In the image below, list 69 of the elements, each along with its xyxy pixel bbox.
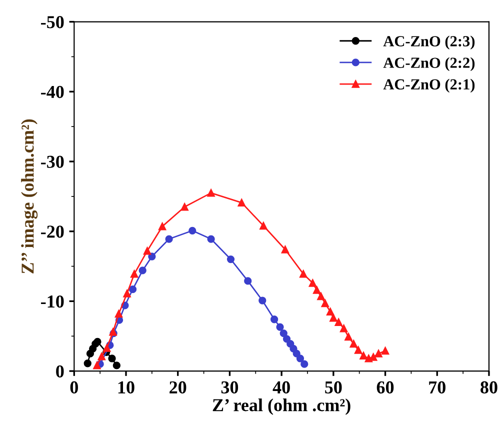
point [326,308,334,316]
point [344,333,352,341]
point [300,270,308,278]
point [226,255,235,264]
point [374,350,382,358]
legend-label: AC-ZnO (2:3) [383,36,475,50]
point [138,266,146,274]
point [188,226,196,234]
legend-label: AC-ZnO (2:2) [383,57,475,72]
point [143,247,152,255]
point [102,344,111,352]
point [207,189,215,197]
point [296,354,304,362]
point [258,296,266,304]
legend-label: AC-ZnO (2:1) [383,78,475,93]
point [350,340,358,348]
point [381,346,390,355]
point [282,335,291,343]
point [128,286,137,294]
point [260,222,268,230]
point [123,290,131,298]
point [270,316,278,324]
x-tick-label: 70 [429,381,446,394]
x-tick-label: 10 [118,381,134,394]
point [300,360,308,368]
point [165,235,173,243]
x-tick-label: 40 [272,381,290,394]
y-tick-label: 0 [56,365,64,378]
point [130,270,138,278]
point [238,198,246,207]
point [84,360,92,368]
point [370,353,378,361]
point [244,277,252,285]
point [148,252,156,260]
point [308,279,316,287]
point [276,323,284,331]
x-axis-title: Z’ real (ohm .cm²) [212,398,350,415]
point [354,346,362,354]
point [114,310,123,318]
point [207,235,215,243]
point [340,324,348,332]
point [313,286,321,294]
point [93,362,101,370]
point [94,338,102,346]
point [281,246,290,254]
y-tick-label: -10 [41,295,64,308]
y-tick-label: -20 [41,226,64,238]
x-tick-label: 50 [325,381,342,394]
point [330,314,338,322]
point [112,362,120,370]
y-tick-label: -30 [41,156,64,168]
point [321,299,329,308]
y-tick-label: -50 [41,16,64,28]
x-tick-label: 60 [376,381,394,394]
x-tick-label: 30 [221,381,238,394]
point [98,352,106,360]
x-tick-label: 80 [480,381,498,394]
point [280,330,288,338]
point [108,354,116,362]
x-tick-label: 0 [70,381,78,394]
point [317,292,325,300]
point [292,350,300,358]
y-tick-label: -40 [41,86,64,98]
point [158,222,166,230]
point [360,352,368,360]
point [180,203,188,211]
point [334,318,342,326]
x-tick-label: 20 [170,381,186,394]
y-axis-title: Z’’ image (ohm.cm²) [21,119,38,274]
